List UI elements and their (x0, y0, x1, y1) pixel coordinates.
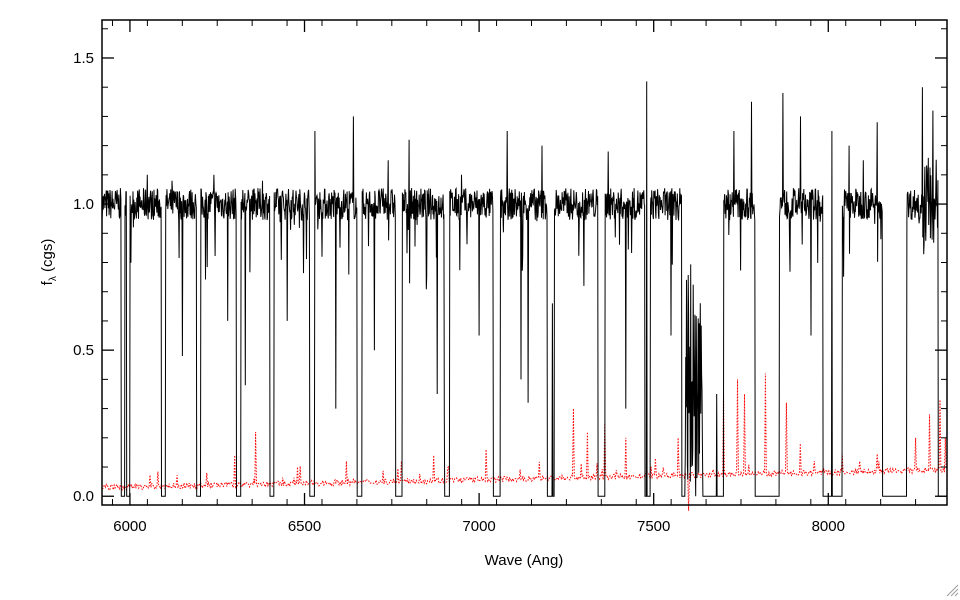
y-tick-label: 0.5 (73, 342, 94, 359)
plot-frame (101, 19, 948, 506)
error-line (101, 373, 948, 511)
flux-spectrum-series (101, 81, 947, 497)
y-tick-label: 1.0 (73, 196, 94, 213)
x-tick-label: 6500 (288, 518, 321, 535)
flux-line (101, 81, 947, 497)
y-axis-title-subscript: λ (48, 276, 59, 281)
x-tick-label: 8000 (812, 518, 845, 535)
x-tick-label: 6000 (113, 518, 146, 535)
y-tick-label: 0.0 (73, 488, 94, 505)
x-axis-title: Wave (Ang) (485, 552, 564, 569)
y-tick-label: 1.5 (73, 50, 94, 67)
y-axis-title: fλ (cgs) (39, 239, 59, 286)
x-tick-label: 7500 (637, 518, 670, 535)
resize-handle-icon[interactable] (946, 584, 959, 597)
y-axis-ticks: 0.0 0.5 1.0 1.5 (73, 28, 947, 505)
y-axis-title-main: f (39, 280, 56, 285)
noise-spectrum-series (101, 373, 948, 511)
x-axis-ticks: 6000 6500 7000 7500 8000 (111, 20, 917, 535)
x-tick-label: 7000 (462, 518, 495, 535)
y-axis-title-tail: (cgs) (39, 239, 56, 277)
